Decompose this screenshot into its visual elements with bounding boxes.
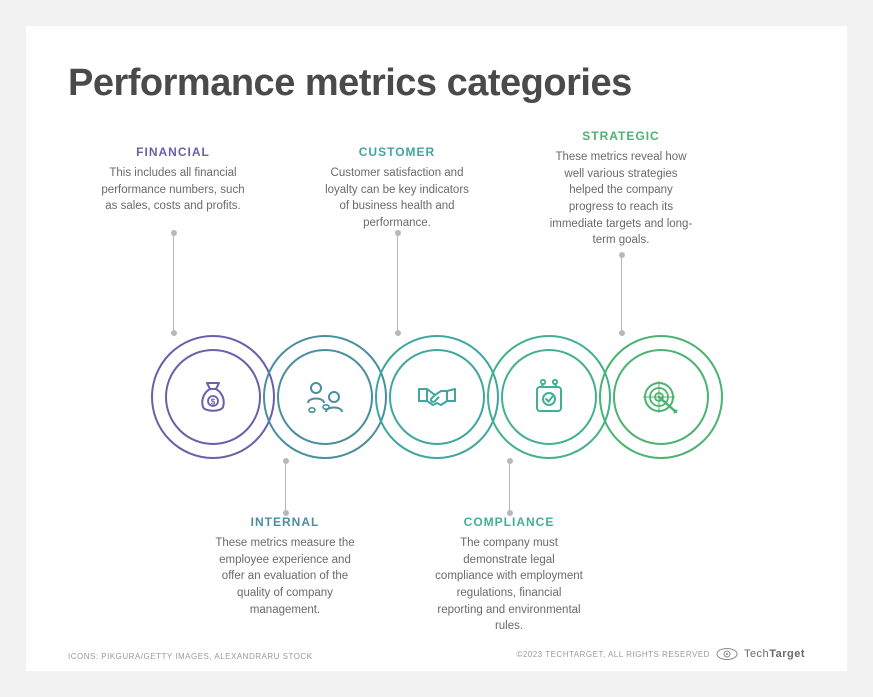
compliance-icon xyxy=(487,335,611,459)
connector-customer xyxy=(397,233,398,333)
diagram-stage: $ FINANCIAL This includes all financial … xyxy=(68,115,805,595)
circles-row: $ xyxy=(151,335,723,459)
handshake-icon xyxy=(375,335,499,459)
connector-compliance xyxy=(509,461,510,513)
footer: ICONS: PIKGURA/GETTY IMAGES, ALEXANDRARU… xyxy=(68,647,805,661)
connector-financial xyxy=(173,233,174,333)
category-label: FINANCIAL xyxy=(98,145,248,159)
circle-internal xyxy=(263,335,387,459)
category-financial: FINANCIAL This includes all financial pe… xyxy=(98,145,248,215)
connector-strategic xyxy=(621,255,622,333)
image-credit: ICONS: PIKGURA/GETTY IMAGES, ALEXANDRARU… xyxy=(68,652,313,661)
circle-strategic xyxy=(599,335,723,459)
category-desc: The company must demonstrate legal compl… xyxy=(434,535,584,635)
infographic-card: Performance metrics categories $ FINANCI… xyxy=(26,26,847,671)
category-label: COMPLIANCE xyxy=(434,515,584,529)
brand-text: TechTarget xyxy=(744,648,805,660)
connector-internal xyxy=(285,461,286,513)
category-compliance: COMPLIANCE The company must demonstrate … xyxy=(434,515,584,635)
circle-customer xyxy=(375,335,499,459)
category-customer: CUSTOMER Customer satisfaction and loyal… xyxy=(322,145,472,232)
svg-text:$: $ xyxy=(210,398,215,407)
category-label: INTERNAL xyxy=(210,515,360,529)
people-icon xyxy=(263,335,387,459)
category-internal: INTERNAL These metrics measure the emplo… xyxy=(210,515,360,618)
category-label: CUSTOMER xyxy=(322,145,472,159)
category-desc: Customer satisfaction and loyalty can be… xyxy=(322,165,472,232)
circle-compliance xyxy=(487,335,611,459)
category-desc: These metrics reveal how well various st… xyxy=(546,149,696,249)
eye-icon xyxy=(716,647,738,661)
target-icon xyxy=(599,335,723,459)
circle-financial: $ xyxy=(151,335,275,459)
category-desc: These metrics measure the employee exper… xyxy=(210,535,360,618)
money-bag-icon: $ xyxy=(151,335,275,459)
copyright: ©2023 TECHTARGET, ALL RIGHTS RESERVED xyxy=(516,650,710,659)
category-label: STRATEGIC xyxy=(546,129,696,143)
page-title: Performance metrics categories xyxy=(68,62,805,105)
brand: ©2023 TECHTARGET, ALL RIGHTS RESERVED Te… xyxy=(516,647,805,661)
category-strategic: STRATEGIC These metrics reveal how well … xyxy=(546,129,696,249)
category-desc: This includes all financial performance … xyxy=(98,165,248,215)
